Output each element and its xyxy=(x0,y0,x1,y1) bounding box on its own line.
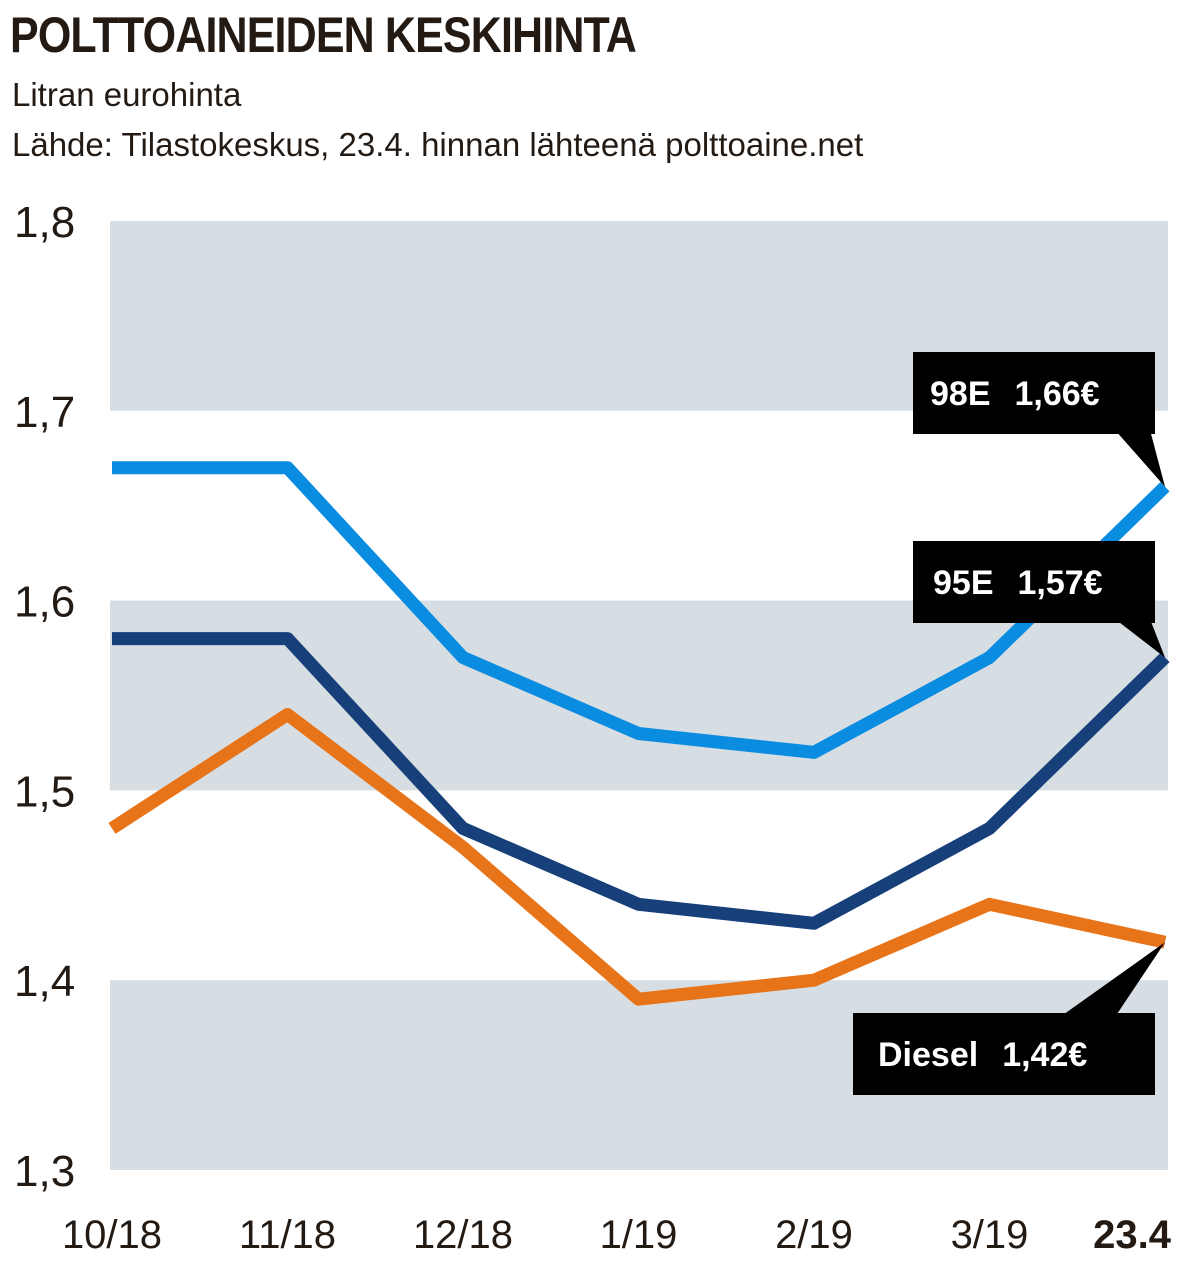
label-series-name: 95E xyxy=(933,564,994,602)
end-label-98e: 98E 1,66€ xyxy=(913,352,1165,487)
label-series-name: 98E xyxy=(930,375,991,413)
label-pointer xyxy=(1115,430,1165,487)
y-axis: 1,8 1,7 1,6 1,5 1,4 1,3 xyxy=(14,198,75,1196)
label-series-value: 1,42€ xyxy=(1002,1036,1087,1074)
y-tick-label: 1,8 xyxy=(14,198,75,247)
end-label-diesel: Diesel 1,42€ xyxy=(853,942,1165,1095)
x-tick-label: 23.4 xyxy=(1093,1213,1172,1257)
y-tick-label: 1,3 xyxy=(14,1147,75,1196)
x-axis: 10/18 11/18 12/18 1/19 2/19 3/19 23.4 xyxy=(62,1213,1172,1257)
label-series-value: 1,57€ xyxy=(1018,564,1103,602)
label-box xyxy=(913,352,1155,434)
y-tick-label: 1,6 xyxy=(14,578,75,627)
y-tick-label: 1,5 xyxy=(14,767,75,816)
x-tick-label: 3/19 xyxy=(951,1213,1029,1257)
label-series-value: 1,66€ xyxy=(1015,375,1100,413)
label-text: 98E 1,66€ xyxy=(930,375,1100,413)
x-tick-label: 1/19 xyxy=(600,1213,678,1257)
label-text: Diesel 1,42€ xyxy=(878,1036,1087,1074)
end-label-95e: 95E 1,57€ xyxy=(913,541,1165,658)
end-labels: 98E 1,66€ 95E 1,57€ Diesel 1,42€ xyxy=(853,352,1165,1095)
chart-title: POLTTOAINEIDEN KESKIHINTA xyxy=(10,7,637,63)
y-tick-label: 1,4 xyxy=(14,957,75,1006)
x-tick-label: 12/18 xyxy=(413,1213,513,1257)
chart-source: Lähde: Tilastokeskus, 23.4. hinnan lähte… xyxy=(12,126,864,163)
series-lines xyxy=(108,461,1170,1006)
label-box xyxy=(913,541,1155,623)
x-tick-label: 2/19 xyxy=(775,1213,853,1257)
label-text: 95E 1,57€ xyxy=(933,564,1103,602)
grid-band xyxy=(110,600,1168,791)
x-tick-label: 11/18 xyxy=(239,1213,336,1257)
label-series-name: Diesel xyxy=(878,1036,978,1074)
chart-subtitle: Litran eurohinta xyxy=(12,76,242,113)
label-pointer xyxy=(1115,619,1165,658)
label-box xyxy=(853,1013,1155,1095)
x-tick-label: 10/18 xyxy=(62,1213,162,1257)
y-tick-label: 1,7 xyxy=(14,388,75,437)
label-pointer xyxy=(1060,942,1165,1017)
